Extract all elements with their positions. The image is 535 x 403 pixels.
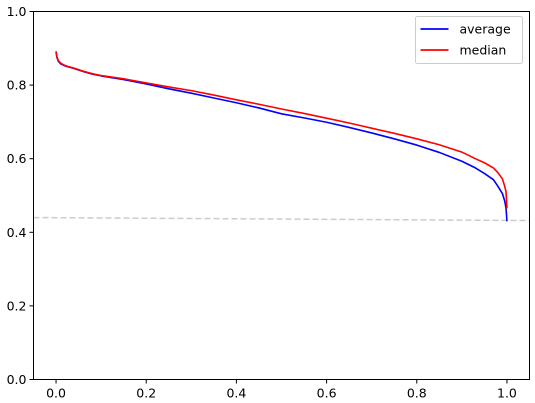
series-layer xyxy=(55,51,508,222)
legend-label-average: average xyxy=(460,22,511,37)
x-tick-label: 0.8 xyxy=(407,386,427,401)
x-ticks: 0.0 0.2 0.4 0.6 0.8 1.0 xyxy=(46,379,517,401)
x-tick-label: 0.0 xyxy=(46,386,66,401)
y-tick-label: 0.0 xyxy=(7,372,27,387)
legend-items: average median xyxy=(420,22,511,58)
y-tick-label: 0.4 xyxy=(7,225,27,240)
y-tick-label: 0.8 xyxy=(7,78,27,93)
y-tick-label: 1.0 xyxy=(7,4,27,19)
y-ticks: 0.0 0.2 0.4 0.6 0.8 1.0 xyxy=(7,4,34,387)
x-tick-label: 1.0 xyxy=(497,386,517,401)
x-tick-label: 0.6 xyxy=(317,386,337,401)
x-tick-label: 0.2 xyxy=(136,386,156,401)
legend: average median xyxy=(415,16,523,64)
y-tick-label: 0.6 xyxy=(7,151,27,166)
series-line-median xyxy=(55,51,508,209)
legend-label-median: median xyxy=(460,43,507,58)
reference-line-layer xyxy=(33,216,530,222)
axes-frame xyxy=(33,11,530,380)
y-tick-label: 0.2 xyxy=(7,298,27,313)
reference-line xyxy=(33,216,530,222)
x-tick-label: 0.4 xyxy=(226,386,246,401)
